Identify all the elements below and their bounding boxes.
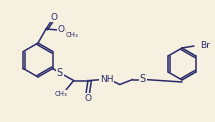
- Text: O: O: [57, 25, 64, 35]
- Text: S: S: [57, 67, 63, 77]
- Text: O: O: [51, 12, 57, 21]
- Text: S: S: [140, 75, 146, 85]
- Text: O: O: [84, 94, 91, 103]
- Text: CH₃: CH₃: [54, 91, 67, 97]
- Text: Br: Br: [200, 41, 210, 50]
- Text: NH: NH: [100, 75, 114, 84]
- Text: CH₃: CH₃: [66, 32, 78, 38]
